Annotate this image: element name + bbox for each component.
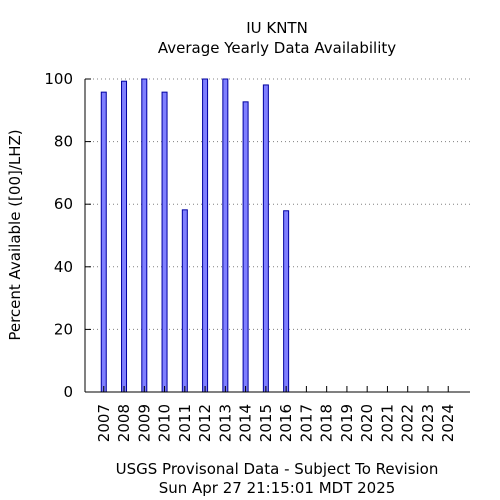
- footer-timestamp: Sun Apr 27 21:15:01 MDT 2025: [159, 479, 396, 497]
- y-tick-label: 60: [54, 195, 73, 213]
- bar-2016: [283, 210, 290, 393]
- bar-2012: [202, 78, 209, 393]
- bar-2009: [141, 78, 148, 393]
- gridlines: [85, 78, 470, 330]
- x-tick-label: 2011: [176, 404, 194, 442]
- bar-2011: [181, 209, 188, 393]
- x-tick-label: 2018: [318, 404, 336, 442]
- x-tick-label: 2007: [95, 404, 113, 442]
- x-tick-label: 2019: [338, 404, 356, 442]
- x-tick-label: 2022: [399, 404, 417, 442]
- y-tick-label: 40: [54, 258, 73, 276]
- x-tick-label: 2017: [297, 404, 315, 442]
- y-tick-label: 100: [44, 70, 73, 88]
- y-axis-label: Percent Available ([00]/LHZ): [6, 129, 24, 340]
- x-tick-label: 2020: [358, 404, 376, 442]
- bar-2014: [242, 101, 249, 393]
- x-axis-ticks: 2007 2008 2009 2010 2011 2012 2013 2014 2015 2016…: [95, 386, 457, 442]
- y-axis-ticks: 0 20 40 60 80 100: [44, 70, 91, 401]
- y-tick-label: 20: [54, 320, 73, 338]
- y-tick-label: 0: [63, 383, 73, 401]
- bar-2008: [121, 80, 128, 393]
- bar-2010: [161, 91, 168, 393]
- x-tick-label: 2024: [439, 404, 457, 442]
- x-tick-label: 2010: [156, 404, 174, 442]
- x-tick-label: 2016: [277, 404, 295, 442]
- x-tick-label: 2015: [257, 404, 275, 442]
- bars: [100, 78, 290, 393]
- x-tick-label: 2009: [135, 404, 153, 442]
- x-tick-label: 2023: [419, 404, 437, 442]
- bar-2015: [262, 84, 269, 393]
- bar-2007: [100, 91, 107, 393]
- chart-subtitle: Average Yearly Data Availability: [158, 39, 396, 57]
- y-tick-label: 80: [54, 133, 73, 151]
- x-tick-label: 2008: [115, 404, 133, 442]
- x-tick-label: 2014: [237, 404, 255, 442]
- x-tick-label: 2013: [216, 404, 234, 442]
- x-tick-label: 2012: [196, 404, 214, 442]
- x-tick-label: 2021: [378, 404, 396, 442]
- chart-title: IU KNTN: [246, 19, 308, 37]
- footer-disclaimer: USGS Provisonal Data - Subject To Revisi…: [116, 460, 439, 478]
- bar-2013: [222, 78, 229, 393]
